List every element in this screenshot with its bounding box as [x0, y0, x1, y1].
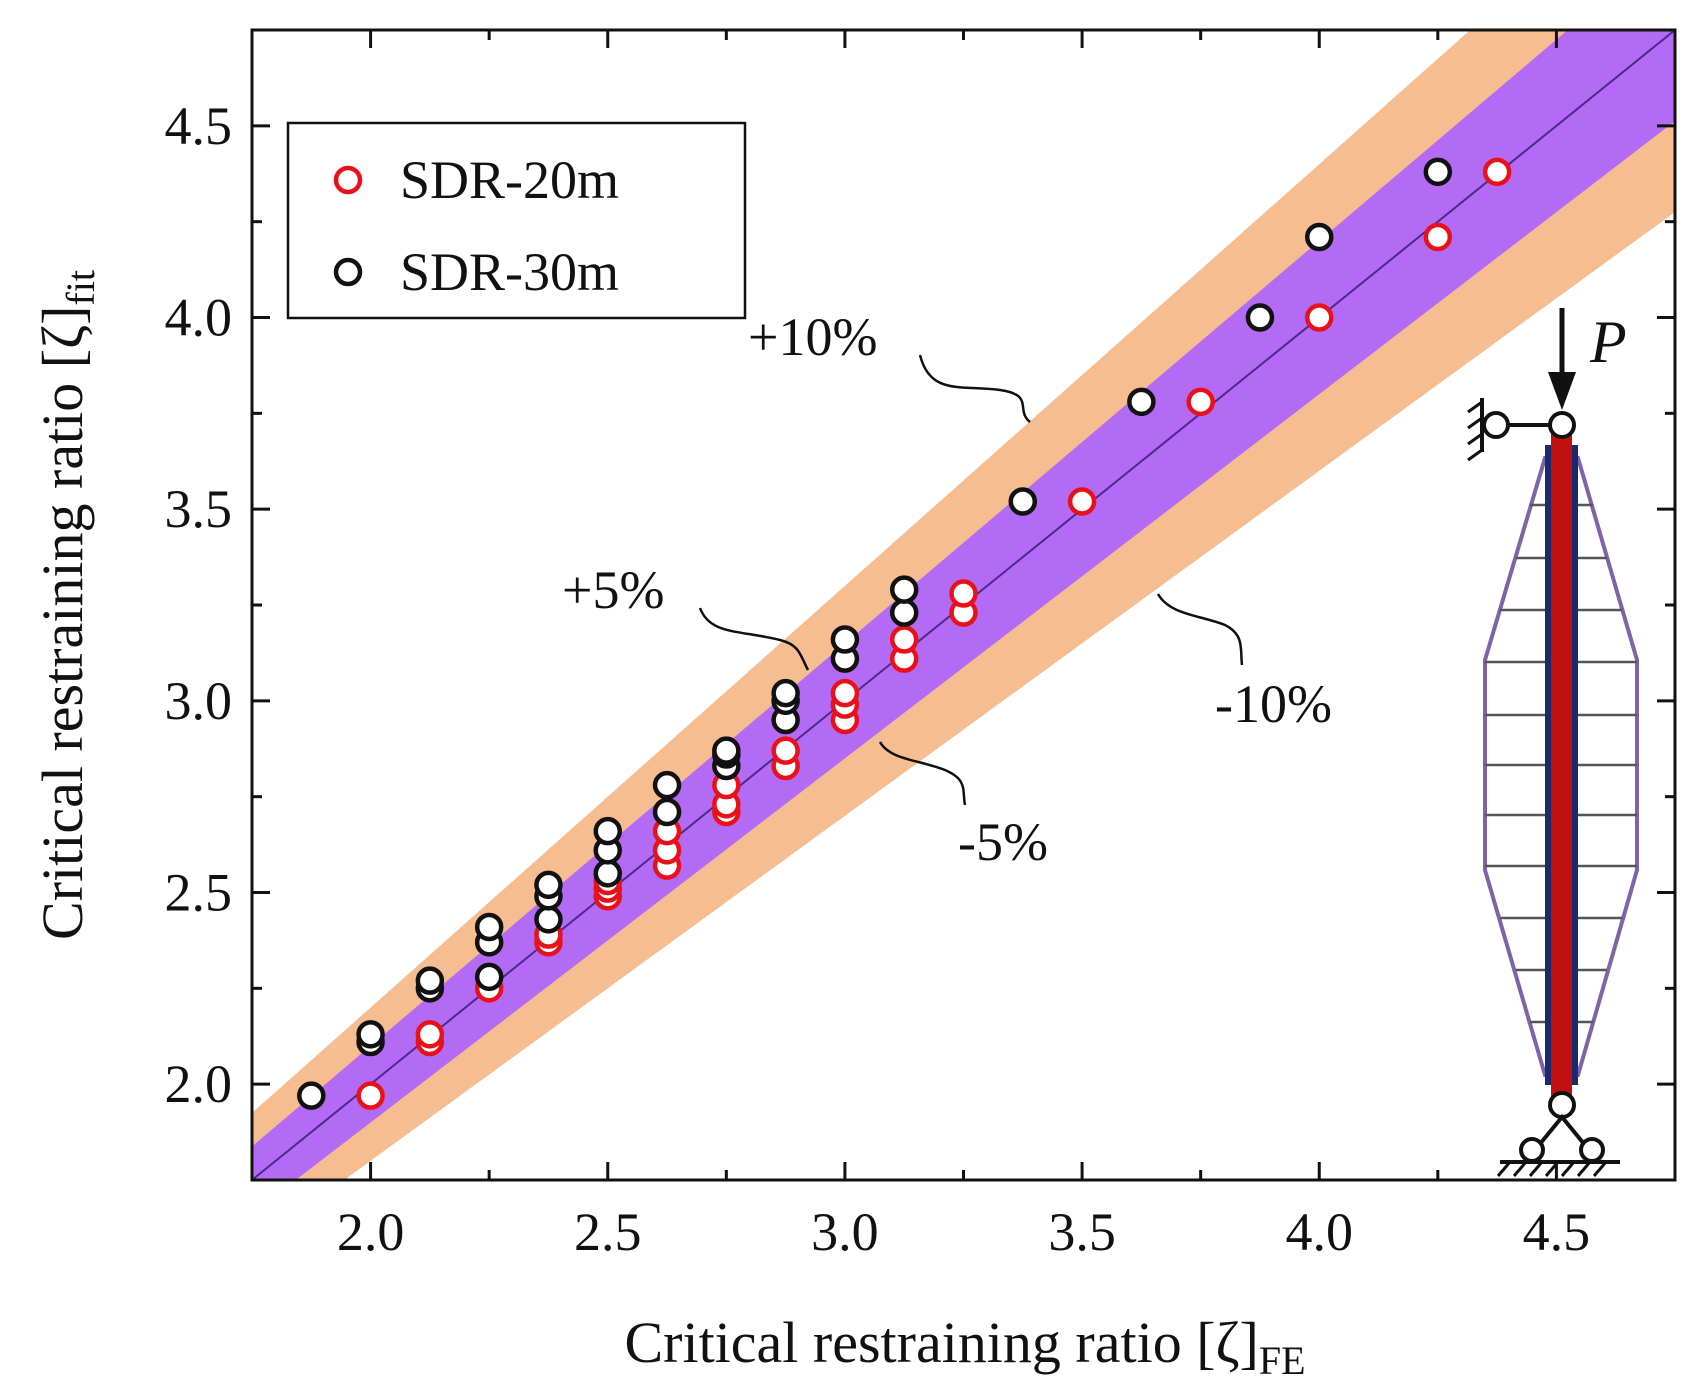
data-point-sdr-30m — [534, 870, 563, 900]
bottom-support-triangle — [1533, 1113, 1591, 1152]
band-annotations: +10% +5% -5% -10% — [562, 307, 1332, 872]
y-tick-label: 4.0 — [165, 288, 233, 348]
data-point-sdr-20m — [949, 579, 978, 608]
data-point-sdr-30m — [652, 797, 682, 827]
column-core — [1551, 428, 1572, 1100]
annotation-plus-10: +10% — [748, 307, 877, 367]
y-axis-title-main: Critical restraining ratio [ζ] — [30, 306, 95, 940]
data-point-sdr-30m — [356, 1020, 385, 1049]
data-point-sdr-30m — [889, 598, 919, 627]
data-point-sdr-20m — [1067, 487, 1097, 516]
load-label: P — [1589, 309, 1627, 375]
y-tick-label: 2.5 — [165, 863, 233, 923]
x-axis-title-main: Critical restraining ratio [ζ] — [624, 1310, 1258, 1375]
y-tick-label: 3.0 — [165, 671, 233, 731]
x-tick-label: 3.0 — [811, 1202, 879, 1262]
column-flange-right — [1570, 445, 1578, 1085]
data-point-sdr-30m — [1423, 157, 1453, 187]
y-tick-label: 3.5 — [165, 479, 233, 539]
data-point-sdr-30m — [1127, 387, 1156, 417]
data-point-sdr-20m — [889, 625, 919, 654]
data-point-sdr-30m — [830, 625, 860, 654]
leader-plus-5 — [698, 607, 810, 671]
column-schematic: P — [1467, 308, 1639, 1177]
load-arrow-head — [1548, 372, 1576, 410]
x-axis-title-subscript: FE — [1259, 1338, 1306, 1383]
legend-label-sdr-20m: SDR-20m — [400, 150, 619, 210]
y-tick-label: 4.5 — [165, 96, 233, 156]
series-sdr-30m — [297, 157, 1453, 1110]
data-point-sdr-30m — [1305, 222, 1334, 252]
data-point-sdr-20m — [830, 678, 860, 708]
leader-plus-10 — [918, 354, 1031, 423]
data-point-sdr-20m — [1305, 303, 1334, 332]
data-point-sdr-20m — [415, 1020, 445, 1049]
annotation-plus-5: +5% — [562, 560, 664, 620]
legend-label-sdr-30m: SDR-30m — [400, 242, 619, 302]
top-restraint-pin — [1482, 411, 1510, 439]
x-tick-label: 3.5 — [1048, 1202, 1116, 1262]
x-tick-label: 2.5 — [574, 1202, 642, 1262]
leader-minus-5 — [878, 741, 967, 806]
data-point-sdr-20m — [1423, 222, 1453, 252]
column-flange-left — [1545, 445, 1553, 1085]
y-tick-label: 2.0 — [165, 1054, 233, 1114]
annotation-minus-5: -5% — [958, 812, 1048, 872]
y-axis-title-subscript: fit — [58, 270, 103, 306]
data-point-sdr-30m — [534, 905, 563, 934]
data-point-sdr-30m — [474, 912, 504, 942]
leader-minus-10 — [1156, 593, 1244, 666]
x-tick-label: 2.0 — [337, 1202, 405, 1262]
data-point-sdr-30m — [652, 770, 682, 800]
x-tick-label: 4.0 — [1286, 1202, 1354, 1262]
axis-ticks: 2.0 2.5 3.0 3.5 4.0 4.5 2.0 2.5 3.0 3.5 4.0 4.5 — [165, 28, 1677, 1262]
data-point-sdr-30m — [297, 1081, 326, 1110]
data-point-sdr-20m — [1482, 157, 1512, 187]
annotation-minus-10: -10% — [1215, 674, 1332, 734]
x-axis-title: Critical restraining ratio [ζ]FE — [624, 1310, 1305, 1383]
data-point-sdr-30m — [712, 736, 741, 765]
data-point-sdr-20m — [771, 736, 800, 765]
data-point-sdr-20m — [1186, 387, 1215, 417]
data-points — [297, 157, 1512, 1110]
bottom-hinge — [1548, 1091, 1576, 1119]
data-point-sdr-30m — [889, 575, 919, 604]
top-hinge — [1548, 411, 1576, 439]
data-point-sdr-30m — [474, 962, 504, 992]
y-axis-title: Critical restraining ratio [ζ]fit — [30, 270, 103, 940]
data-point-sdr-30m — [771, 678, 800, 708]
data-point-sdr-20m — [356, 1081, 385, 1110]
legend-marker-sdr-30m — [333, 257, 363, 287]
data-point-sdr-30m — [593, 816, 622, 846]
ground-hatch — [1496, 1161, 1608, 1177]
legend-box — [286, 121, 747, 320]
bottom-roller-left — [1519, 1137, 1545, 1163]
legend-marker-sdr-20m — [333, 165, 363, 195]
bottom-roller-right — [1579, 1137, 1605, 1163]
x-tick-label: 4.5 — [1523, 1202, 1591, 1262]
top-restraint-hatch — [1467, 400, 1483, 462]
data-point-sdr-30m — [593, 859, 622, 888]
data-point-sdr-30m — [415, 966, 445, 995]
data-point-sdr-30m — [1245, 303, 1275, 332]
legend: SDR-20m SDR-30m — [286, 121, 747, 320]
data-point-sdr-30m — [1008, 487, 1038, 516]
